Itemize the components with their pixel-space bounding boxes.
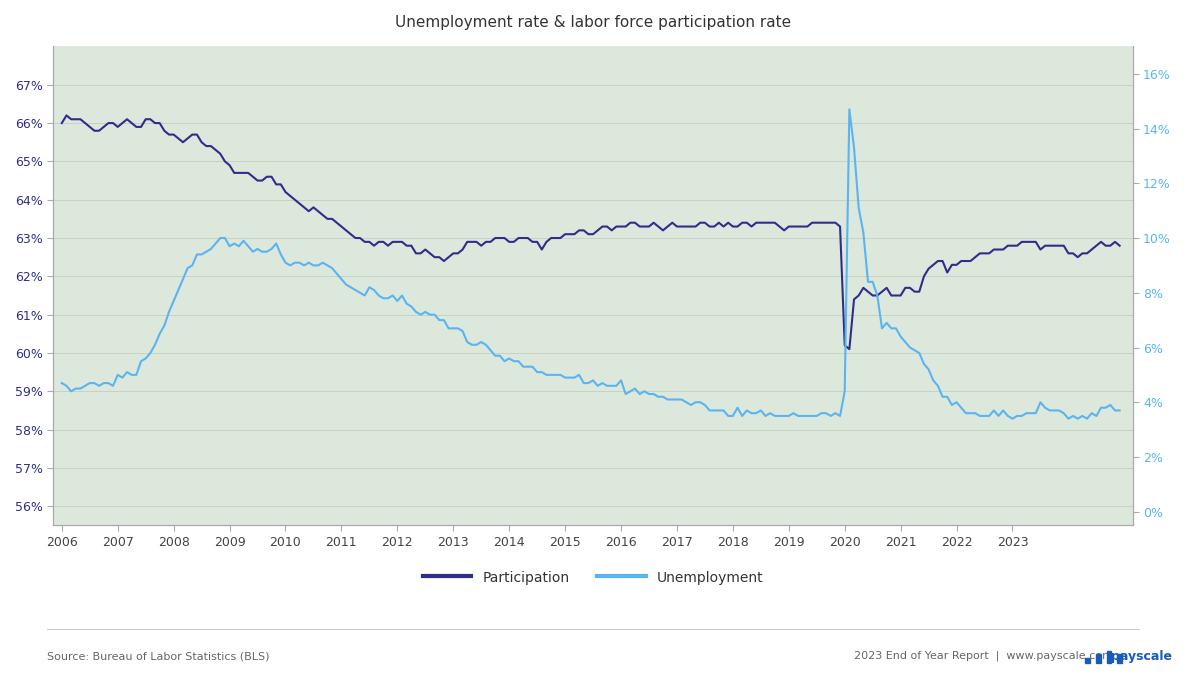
Legend: Participation, Unemployment: Participation, Unemployment xyxy=(417,565,769,590)
Text: payscale: payscale xyxy=(1111,649,1172,663)
Text: 2023 End of Year Report  |  www.payscale.com: 2023 End of Year Report | www.payscale.c… xyxy=(854,651,1112,662)
Text: Source: Bureau of Labor Statistics (BLS): Source: Bureau of Labor Statistics (BLS) xyxy=(47,651,270,661)
Title: Unemployment rate & labor force participation rate: Unemployment rate & labor force particip… xyxy=(395,15,791,30)
